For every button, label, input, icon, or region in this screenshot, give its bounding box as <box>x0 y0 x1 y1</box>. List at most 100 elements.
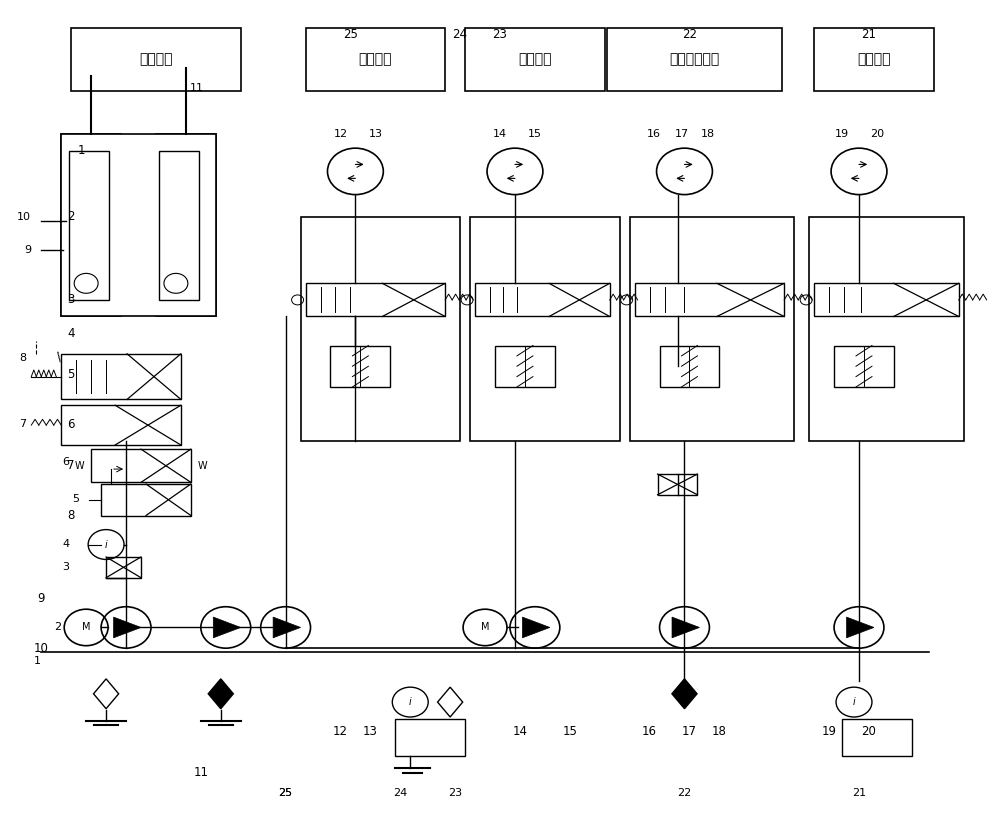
Text: 13: 13 <box>368 129 382 139</box>
Text: 13: 13 <box>363 725 378 738</box>
Bar <box>470 217 620 441</box>
Text: i: i <box>105 539 107 549</box>
Bar <box>301 217 460 441</box>
Bar <box>395 719 465 756</box>
Text: 14: 14 <box>512 725 527 738</box>
Text: 泵送系统: 泵送系统 <box>139 52 173 67</box>
Text: 25: 25 <box>343 28 358 41</box>
Bar <box>91 449 191 483</box>
Text: 18: 18 <box>712 725 727 738</box>
Text: 12: 12 <box>333 129 348 139</box>
FancyBboxPatch shape <box>306 28 445 91</box>
Text: 21: 21 <box>861 28 876 41</box>
Text: 5: 5 <box>72 494 79 504</box>
Polygon shape <box>213 617 241 638</box>
Bar <box>635 284 784 316</box>
Text: 24: 24 <box>453 28 468 41</box>
Text: 23: 23 <box>448 788 462 798</box>
Bar <box>159 151 199 300</box>
Bar <box>69 151 109 300</box>
Bar <box>61 134 121 316</box>
Text: 15: 15 <box>528 129 542 139</box>
Polygon shape <box>672 617 699 638</box>
Bar <box>814 284 959 316</box>
Bar <box>106 557 141 577</box>
Text: 14: 14 <box>493 129 507 139</box>
Bar <box>495 345 555 387</box>
Text: 11: 11 <box>190 83 204 93</box>
Text: /: / <box>54 349 64 363</box>
Text: 9: 9 <box>24 245 31 255</box>
Bar <box>475 284 610 316</box>
Text: M: M <box>481 622 489 632</box>
Polygon shape <box>208 679 233 709</box>
Text: 18: 18 <box>700 129 714 139</box>
Text: 2: 2 <box>54 622 61 631</box>
Text: 17: 17 <box>682 725 697 738</box>
Bar <box>809 217 964 441</box>
Bar <box>834 345 894 387</box>
Text: 4: 4 <box>67 327 75 339</box>
FancyBboxPatch shape <box>607 28 782 91</box>
Bar <box>61 405 181 445</box>
Text: 2: 2 <box>67 210 75 224</box>
Polygon shape <box>672 679 697 709</box>
FancyBboxPatch shape <box>71 28 241 91</box>
Bar <box>842 719 912 756</box>
Text: 15: 15 <box>562 725 577 738</box>
Polygon shape <box>114 617 141 638</box>
Text: 搞拌系统: 搞拌系统 <box>518 52 552 67</box>
Text: 20: 20 <box>862 725 876 738</box>
Text: 6: 6 <box>62 457 69 467</box>
Text: 3: 3 <box>62 562 69 572</box>
Text: 4: 4 <box>62 538 69 548</box>
Text: M: M <box>82 622 90 632</box>
Text: 20: 20 <box>870 129 884 139</box>
Bar <box>61 134 216 316</box>
Text: 17: 17 <box>674 129 689 139</box>
Bar <box>330 345 390 387</box>
Bar <box>61 354 181 399</box>
Bar <box>101 484 191 516</box>
Text: i: i <box>409 697 412 707</box>
Text: 3: 3 <box>68 294 75 306</box>
Text: 9: 9 <box>38 592 45 605</box>
Text: W: W <box>198 461 208 471</box>
Text: 16: 16 <box>642 725 657 738</box>
Text: 10: 10 <box>17 212 31 222</box>
Text: 供水系统: 供水系统 <box>857 52 891 67</box>
Bar <box>658 474 697 495</box>
Text: 19: 19 <box>822 725 837 738</box>
Bar <box>156 134 216 316</box>
Polygon shape <box>847 617 874 638</box>
Text: 发泡系统: 发泡系统 <box>359 52 392 67</box>
Text: 1: 1 <box>34 656 41 666</box>
Text: 7: 7 <box>67 459 75 473</box>
Text: 19: 19 <box>835 129 849 139</box>
Text: 25: 25 <box>279 788 293 798</box>
Bar <box>630 217 794 441</box>
Text: 7: 7 <box>19 419 26 429</box>
Text: 21: 21 <box>852 788 866 798</box>
FancyBboxPatch shape <box>814 28 934 91</box>
Bar <box>660 345 719 387</box>
Text: i: i <box>853 697 855 707</box>
Text: 16: 16 <box>647 129 661 139</box>
Polygon shape <box>522 617 550 638</box>
Text: 10: 10 <box>34 641 49 655</box>
Text: 23: 23 <box>493 28 507 41</box>
Text: 25: 25 <box>279 788 293 798</box>
FancyBboxPatch shape <box>465 28 605 91</box>
Text: 8: 8 <box>19 353 26 363</box>
Text: 22: 22 <box>677 788 692 798</box>
Text: 6: 6 <box>67 418 75 431</box>
Text: 24: 24 <box>393 788 407 798</box>
Text: 螺旋上料系统: 螺旋上料系统 <box>669 52 720 67</box>
Polygon shape <box>273 617 301 638</box>
Text: 5: 5 <box>68 368 75 381</box>
Text: 12: 12 <box>333 725 348 738</box>
Text: 1: 1 <box>77 144 85 157</box>
Text: 8: 8 <box>68 509 75 522</box>
Text: W: W <box>74 461 84 471</box>
Bar <box>306 284 445 316</box>
